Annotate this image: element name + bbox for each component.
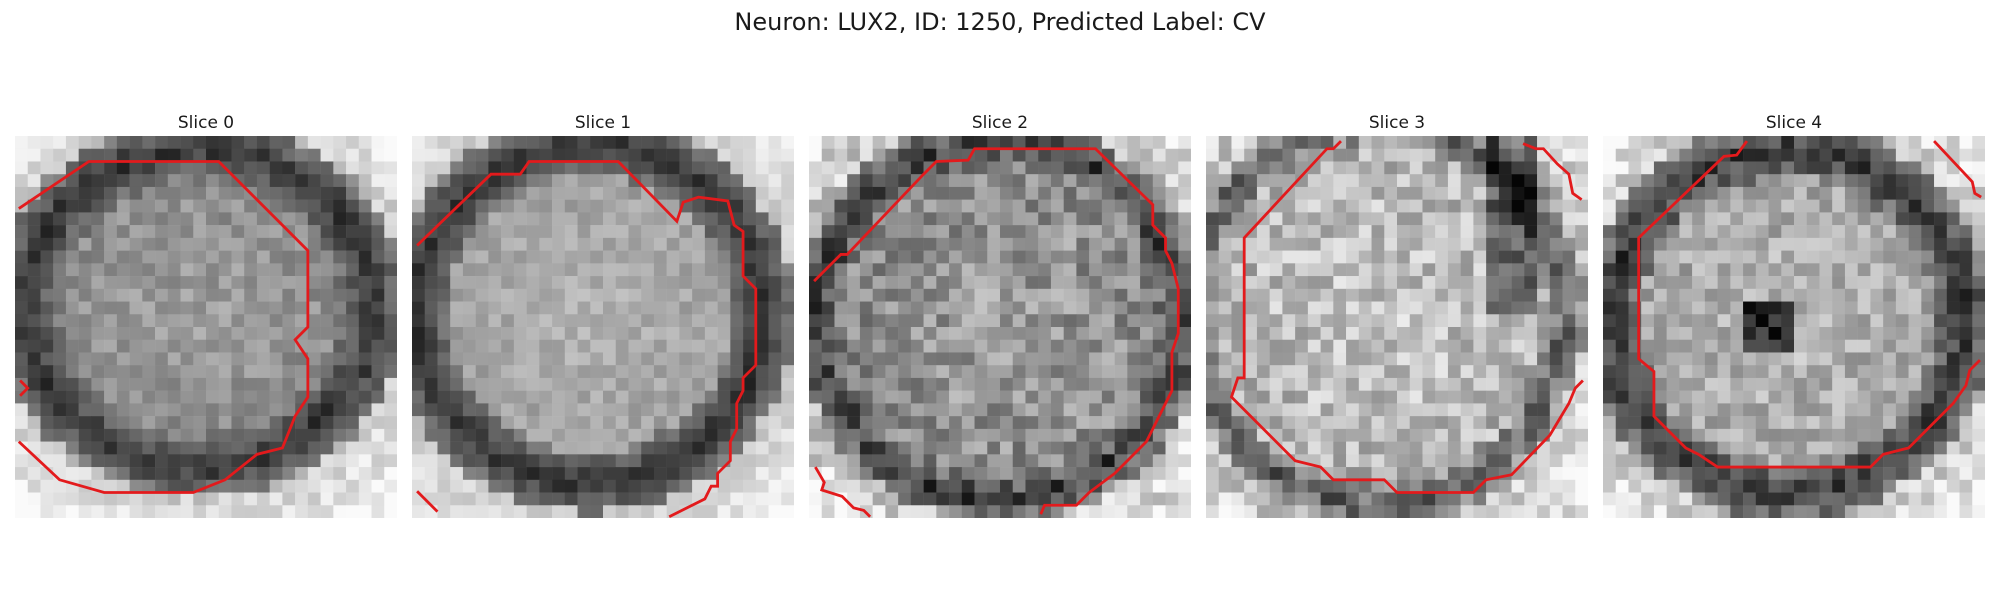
slice-panel-4: Slice 4 xyxy=(1603,112,1985,518)
figure-title: Neuron: LUX2, ID: 1250, Predicted Label:… xyxy=(734,8,1266,36)
slice-image xyxy=(1603,136,1985,518)
contour-line xyxy=(814,466,872,518)
contour-line xyxy=(1637,140,1981,469)
contour-line xyxy=(1229,140,1584,494)
contour-line xyxy=(1522,142,1583,201)
contour-line xyxy=(19,379,30,397)
contour-line xyxy=(17,160,310,494)
slice-title: Slice 0 xyxy=(177,113,235,133)
slice-image xyxy=(1206,136,1588,518)
contour-line xyxy=(1933,140,1982,199)
slice-panel-2: Slice 2 xyxy=(809,112,1191,518)
contour-line xyxy=(416,160,758,518)
slice-image xyxy=(412,136,794,518)
slice-image xyxy=(809,136,1191,518)
slice-image xyxy=(15,136,397,518)
slice-panel-3: Slice 3 xyxy=(1206,112,1588,518)
slice-title: Slice 4 xyxy=(1765,113,1823,133)
slice-title: Slice 1 xyxy=(574,113,632,133)
contour-line xyxy=(813,147,1180,515)
slice-title: Slice 3 xyxy=(1368,113,1426,133)
slice-panel-1: Slice 1 xyxy=(412,112,794,518)
slice-title: Slice 2 xyxy=(971,113,1029,133)
slice-panel-0: Slice 0 xyxy=(15,112,397,518)
contour-line xyxy=(416,490,439,513)
